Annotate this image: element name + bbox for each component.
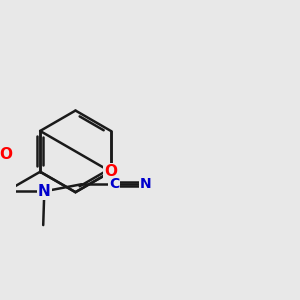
Text: O: O [104,164,117,179]
Text: C: C [109,177,119,191]
Text: N: N [38,184,51,199]
Text: O: O [0,147,13,162]
Text: N: N [140,177,151,191]
